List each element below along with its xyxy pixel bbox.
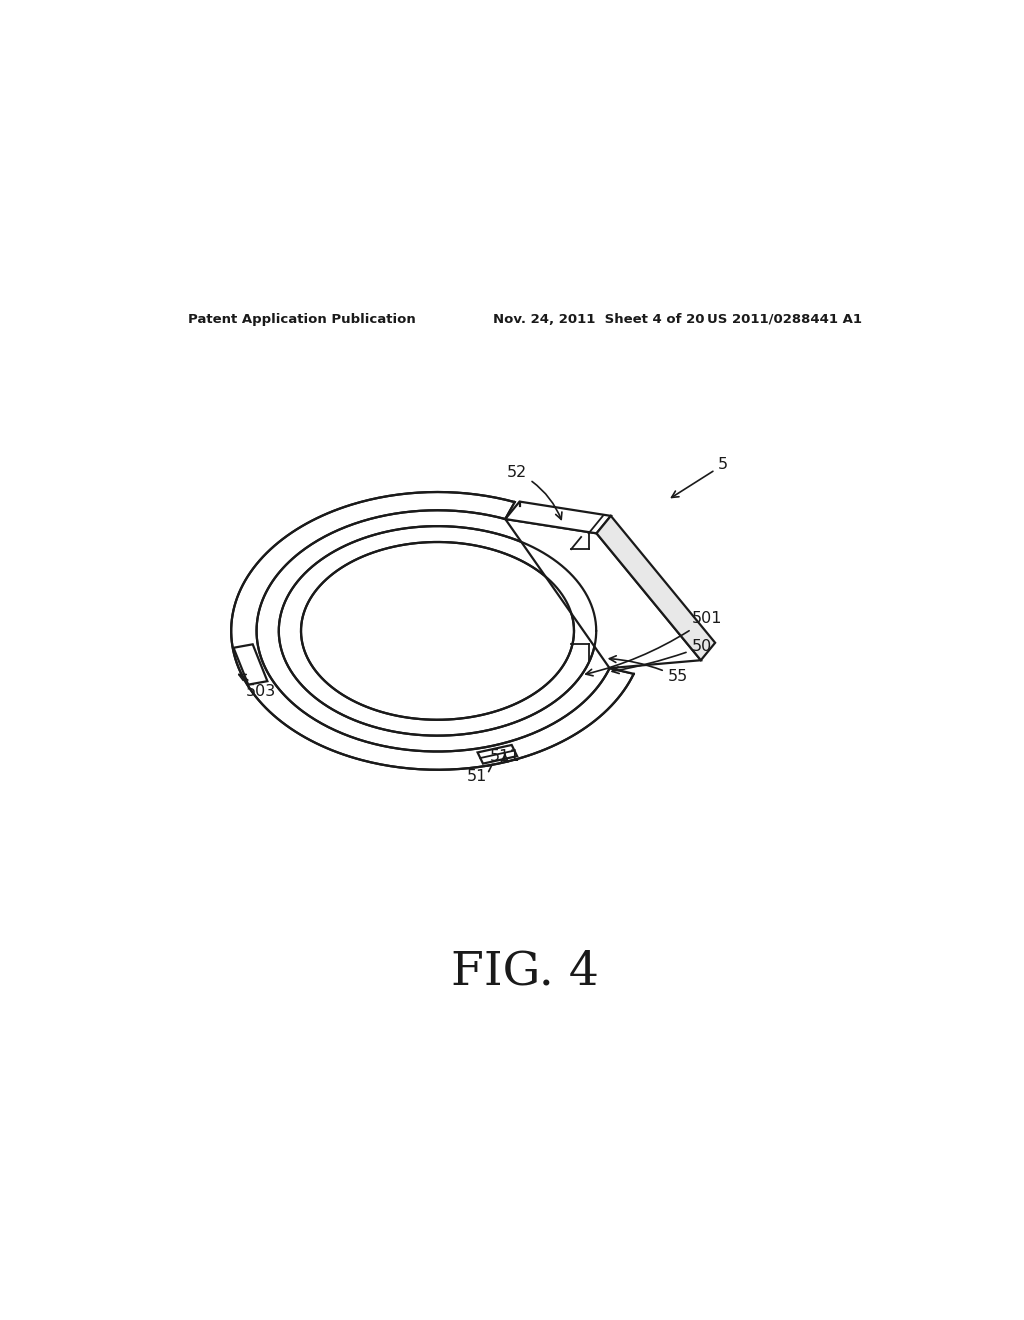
Polygon shape [505,502,611,533]
Polygon shape [505,502,644,673]
Text: 5: 5 [718,457,728,471]
Text: 55: 55 [609,656,688,684]
Polygon shape [597,516,715,660]
Text: 52: 52 [507,465,562,519]
Text: Patent Application Publication: Patent Application Publication [187,313,416,326]
Text: 50: 50 [612,639,712,673]
Text: FIG. 4: FIG. 4 [451,949,599,995]
Text: US 2011/0288441 A1: US 2011/0288441 A1 [708,313,862,326]
Text: 511: 511 [489,748,520,764]
Text: 501: 501 [586,611,722,676]
Text: Nov. 24, 2011  Sheet 4 of 20: Nov. 24, 2011 Sheet 4 of 20 [494,313,705,326]
Text: 51: 51 [467,764,493,784]
Polygon shape [233,644,267,685]
Polygon shape [477,744,517,763]
Polygon shape [505,519,700,668]
Text: 503: 503 [239,675,276,700]
